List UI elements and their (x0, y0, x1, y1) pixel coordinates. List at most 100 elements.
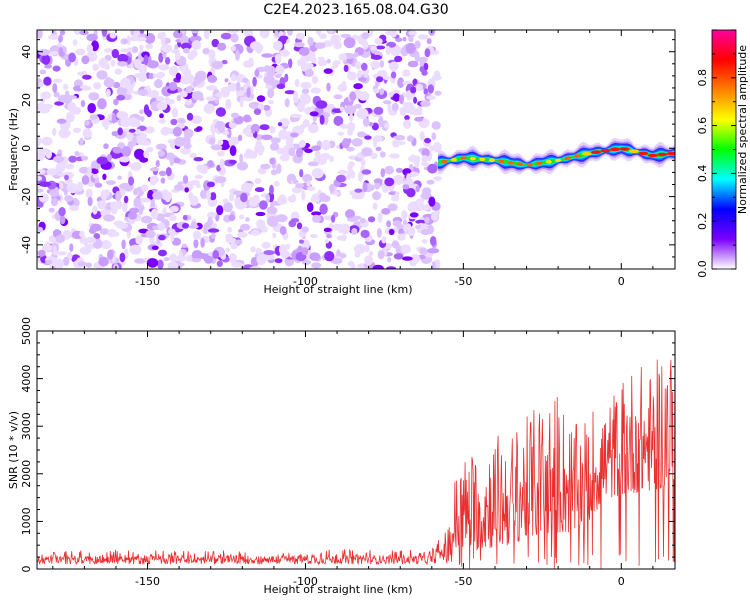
noise-blob (356, 108, 369, 120)
noise-blob (427, 248, 440, 254)
noise-blob (383, 75, 391, 80)
noise-blob (189, 152, 197, 159)
colorbar-tick-label: 0.4 (696, 165, 709, 183)
signal-peak (574, 154, 581, 158)
noise-blob (429, 145, 435, 152)
noise-blob (259, 124, 270, 131)
noise-blob (389, 153, 400, 159)
noise-blob (263, 250, 276, 256)
noise-blob (206, 181, 215, 188)
noise-blob (391, 240, 400, 249)
noise-blob (203, 224, 208, 235)
noise-blob (368, 251, 374, 256)
noise-blob (254, 178, 262, 184)
noise-blob (298, 139, 306, 148)
noise-blob (105, 180, 116, 186)
noise-blob (409, 171, 419, 177)
noise-blob (421, 148, 430, 157)
noise-blob (290, 113, 302, 119)
noise-blob (103, 78, 115, 88)
noise-blob (127, 47, 133, 53)
noise-blob (262, 104, 271, 111)
noise-blob (420, 192, 432, 200)
noise-blob (370, 46, 378, 51)
y-tick-label: -40 (20, 236, 33, 254)
noise-blob (301, 88, 310, 94)
noise-blob (276, 196, 288, 205)
noise-blob (118, 156, 130, 163)
noise-blob (314, 150, 321, 158)
noise-blob (79, 137, 84, 146)
noise-blob (37, 136, 41, 147)
noise-blob (111, 131, 119, 137)
noise-blob (421, 70, 428, 76)
noise-blob (69, 243, 74, 252)
noise-blob (106, 153, 112, 162)
noise-blob (229, 145, 237, 157)
noise-blob (276, 148, 287, 155)
noise-blob (406, 173, 411, 184)
noise-blob (354, 243, 366, 254)
noise-blob (149, 175, 159, 184)
noise-blob (349, 91, 357, 102)
noise-blob (372, 202, 378, 211)
signal-peak (647, 153, 658, 158)
noise-blob (139, 197, 151, 203)
noise-blob (402, 37, 407, 42)
noise-blob (229, 192, 234, 202)
noise-blob (82, 74, 92, 80)
noise-blob (250, 246, 256, 253)
signal-band (438, 146, 675, 167)
noise-blob (355, 61, 362, 70)
noise-blob (269, 202, 274, 213)
signal-peak (610, 147, 620, 152)
noise-blob (89, 114, 99, 120)
noise-blob (259, 30, 270, 39)
noise-blob (49, 51, 60, 55)
noise-blob (215, 176, 227, 184)
noise-blob (112, 147, 123, 154)
noise-blob (228, 137, 236, 148)
noise-blob (301, 259, 311, 266)
noise-blob (211, 232, 216, 239)
noise-blob (353, 52, 359, 58)
noise-blob (37, 226, 44, 233)
signal-peak (488, 158, 495, 162)
noise-blob (123, 93, 133, 101)
noise-blob (324, 251, 335, 262)
noise-blob (169, 155, 175, 166)
noise-blob (104, 63, 110, 70)
noise-blob (155, 143, 167, 150)
noise-blob (350, 263, 356, 269)
noise-blob (191, 258, 201, 263)
noise-blob (96, 70, 108, 80)
colorbar-tick-label: 0.6 (696, 117, 709, 135)
noise-blob (391, 102, 399, 112)
noise-blob (375, 45, 386, 50)
noise-blob (113, 220, 125, 226)
noise-blob (182, 214, 188, 221)
noise-blob (51, 127, 57, 136)
noise-blob (256, 254, 267, 265)
noise-blob (288, 147, 296, 157)
noise-blob (210, 123, 217, 134)
noise-blob (236, 161, 249, 171)
noise-blob (134, 119, 141, 128)
noise-blob (304, 69, 314, 77)
noise-blob (150, 208, 159, 220)
noise-blob (349, 113, 354, 122)
noise-blob (73, 30, 81, 35)
noise-blob (361, 32, 370, 40)
noise-blob (421, 239, 428, 244)
noise-blob (295, 183, 305, 189)
noise-blob (217, 42, 227, 51)
signal-peak (657, 152, 668, 157)
noise-blob (384, 177, 395, 187)
noise-blob (121, 239, 126, 250)
y-axis-label: Frequency (Hz) (7, 108, 20, 191)
noise-blob (41, 54, 51, 65)
signal-peak (450, 158, 457, 162)
noise-blob (219, 158, 225, 170)
noise-blob (157, 150, 165, 157)
noise-blob (420, 204, 433, 211)
